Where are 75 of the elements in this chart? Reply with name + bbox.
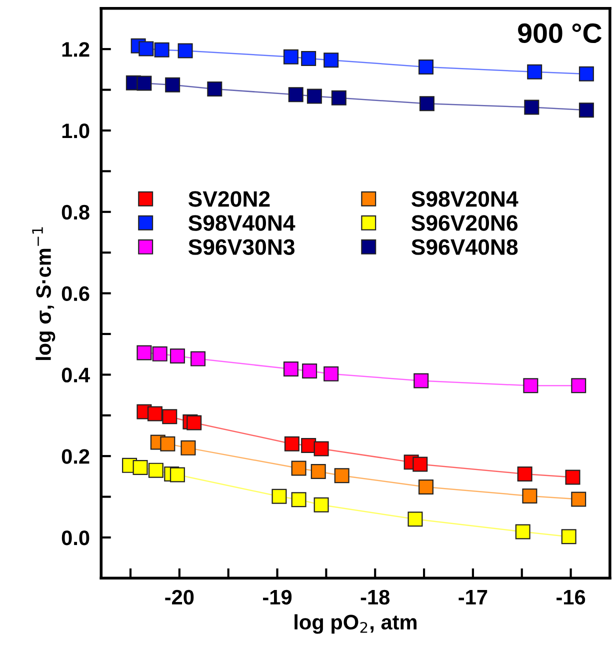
point [207, 81, 222, 96]
point [138, 41, 154, 56]
point [288, 87, 304, 102]
legend-label: S98V20N4 [411, 191, 518, 207]
point [408, 512, 423, 527]
point [419, 96, 434, 112]
y-axis-title: log σ, S·cm$^{−1}$ [32, 227, 56, 360]
point [565, 470, 580, 485]
point [283, 361, 298, 376]
point [578, 102, 594, 118]
point [418, 60, 434, 74]
y-tick-label: 0.2 [62, 449, 90, 464]
point [571, 492, 586, 507]
point [170, 467, 185, 482]
y-tick-label: 0.4 [62, 368, 90, 382]
point [331, 90, 346, 106]
point [160, 436, 176, 452]
point [524, 100, 540, 115]
point [291, 492, 306, 508]
x-axis-title: log pO$_{2}$, atm [294, 614, 416, 634]
point [165, 77, 180, 92]
point [306, 88, 322, 104]
point [190, 351, 206, 366]
point [414, 373, 429, 388]
point [522, 488, 538, 504]
point [334, 468, 350, 484]
x-tick-label: -18 [360, 590, 390, 605]
x-tick-label: -16 [556, 590, 586, 605]
text: 0.0 [62, 530, 90, 546]
point [152, 346, 168, 362]
point [571, 378, 586, 394]
point [147, 406, 162, 422]
point [561, 529, 576, 544]
legend-label: SV20N2 [188, 191, 270, 207]
point [578, 66, 594, 82]
y-tick-label: 1.2 [62, 42, 90, 57]
point [291, 460, 306, 476]
y-tick-label: 0.8 [62, 204, 90, 220]
point [314, 497, 329, 512]
point [272, 488, 287, 504]
point [301, 438, 316, 453]
point [314, 441, 329, 456]
point [132, 460, 148, 475]
x-tick-label: -20 [165, 590, 194, 605]
point [186, 415, 202, 430]
point [170, 348, 185, 364]
point [517, 466, 532, 482]
point [136, 345, 152, 360]
point [284, 436, 300, 452]
point [412, 456, 428, 472]
point [178, 43, 193, 58]
point [162, 409, 178, 424]
point [523, 378, 538, 394]
point [154, 42, 170, 58]
point [136, 76, 152, 91]
point [515, 524, 530, 540]
legend-label: S96V40N8 [411, 239, 518, 255]
point [310, 464, 326, 480]
point [180, 440, 196, 456]
point [324, 52, 339, 68]
x-tick-label: -19 [263, 590, 292, 605]
x-tick-label: -17 [458, 590, 488, 604]
y-tick-label: 0.6 [62, 286, 90, 302]
point [301, 50, 316, 66]
point [302, 364, 318, 379]
point [527, 64, 542, 80]
legend-label: S96V30N3 [188, 239, 294, 255]
text: 1.0 [62, 123, 90, 138]
legend-label: S96V20N6 [411, 215, 518, 231]
legend-label: S98V40N4 [188, 215, 296, 231]
point [324, 366, 339, 382]
point [418, 480, 434, 495]
point [283, 49, 298, 64]
annotation: 900 °C [518, 23, 602, 44]
point [148, 462, 164, 478]
